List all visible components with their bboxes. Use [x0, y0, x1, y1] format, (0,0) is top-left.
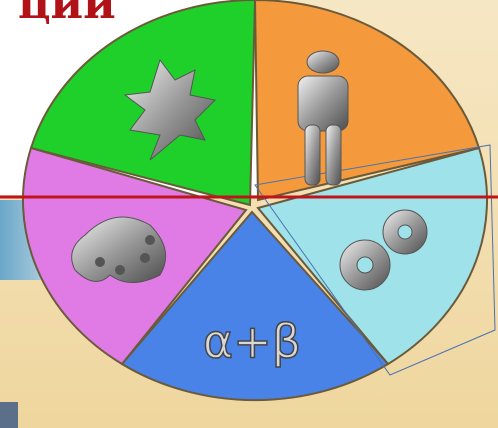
slide: α+β ции [0, 0, 498, 428]
math-label: α+β [203, 315, 301, 369]
page: α+β ции (() => { const data = JSON.parse… [0, 0, 498, 428]
corner-image [0, 402, 18, 428]
heading: ции [18, 0, 116, 29]
